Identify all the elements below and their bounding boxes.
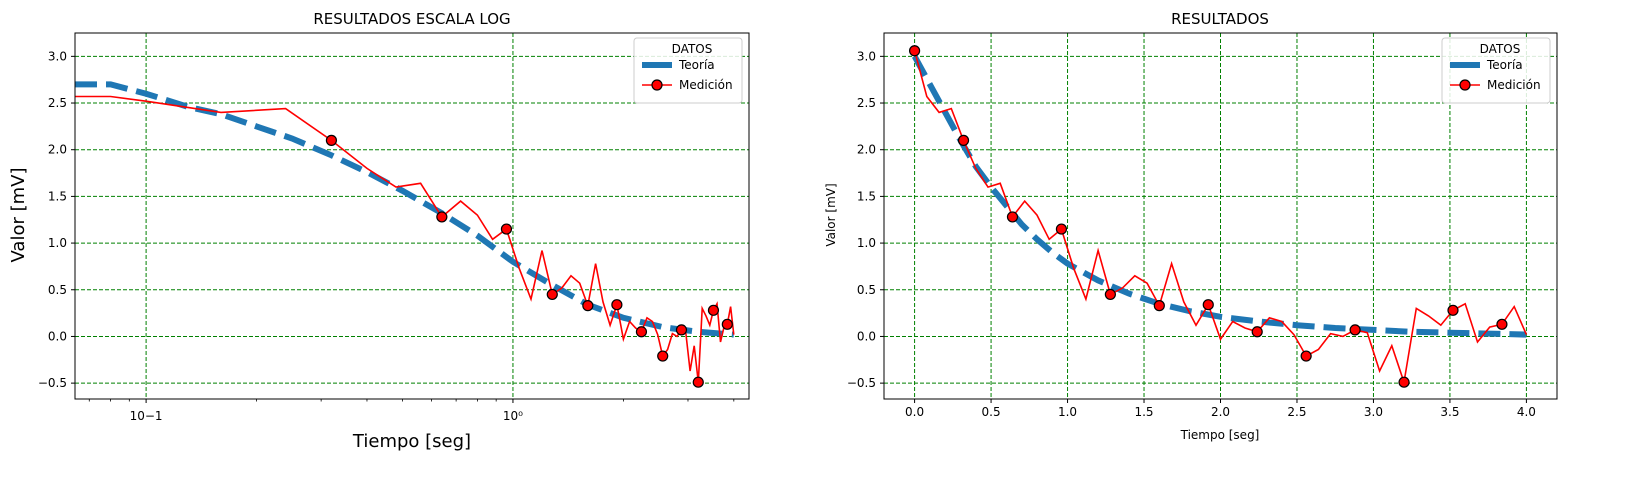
- measurement-point: [635, 326, 648, 338]
- y-tick-label: 0.5: [857, 283, 876, 297]
- measurement-point: [1251, 326, 1263, 338]
- legend: DATOS Teoría Medición: [633, 37, 743, 104]
- measurement-point: [657, 350, 669, 362]
- y-tick-label: 0.0: [48, 329, 67, 343]
- y-tick-label: 1.5: [857, 189, 876, 203]
- theory-line: [75, 81, 735, 338]
- y-tick-label: 3.0: [48, 49, 67, 63]
- measurement-point: [1104, 288, 1116, 301]
- y-tick-label: 2.5: [48, 96, 67, 110]
- x-axis-label: Tiempo [seg]: [1180, 428, 1260, 442]
- plot-area-log: 10−1 10⁰ −0.5 0.0 0.5 1.0 1.5 2.0 2.5 3.0 DATOS Teo…: [38, 32, 750, 423]
- measurement-point: [436, 211, 448, 223]
- measurement-point: [721, 318, 733, 330]
- measurement-point: [1496, 318, 1508, 330]
- y-tick-label: 1.0: [857, 236, 876, 250]
- measurement-point: [582, 300, 594, 312]
- legend-title: DATOS: [672, 42, 713, 56]
- y-axis-label: Valor [mV]: [8, 168, 29, 263]
- measurement-point: [500, 223, 513, 235]
- legend-swatch-marker: [1459, 79, 1471, 91]
- y-axis-label: Valor [mV]: [824, 183, 838, 246]
- x-tick-label: 4.0: [1517, 405, 1536, 419]
- measurement-point: [1349, 324, 1361, 336]
- theory-line: [911, 54, 1527, 338]
- plot-area-linear: 0.0 0.5 1.0 1.5 2.0 2.5 3.0 3.5 4.0 −0.5 0.0 0.5 1.0…: [847, 32, 1558, 419]
- measurement-point: [707, 304, 720, 316]
- measurement-point: [1300, 350, 1312, 362]
- measurement-point: [325, 134, 338, 146]
- y-tick-label: 2.5: [857, 96, 876, 110]
- y-tick-label: −0.5: [38, 376, 67, 390]
- y-tick-label: 2.0: [48, 143, 67, 157]
- measurement-point: [692, 376, 704, 388]
- measurement-line: [75, 95, 735, 383]
- legend-label: Teoría: [678, 58, 715, 72]
- legend-label: Medición: [1487, 78, 1541, 92]
- x-tick-label: 3.0: [1364, 405, 1383, 419]
- x-tick-label: 3.5: [1440, 405, 1459, 419]
- legend-swatch-marker: [651, 79, 663, 91]
- y-tick-label: 1.0: [48, 236, 67, 250]
- measurement-line: [913, 50, 1528, 383]
- y-tick-label: 3.0: [857, 49, 876, 63]
- legend-label: Medición: [679, 78, 733, 92]
- y-tick-label: 2.0: [857, 143, 876, 157]
- chart-title: RESULTADOS: [1171, 10, 1269, 28]
- measurement-point: [1055, 223, 1068, 235]
- x-tick-label: 0.5: [982, 405, 1001, 419]
- x-tick-label: 10−1: [130, 409, 163, 423]
- measurement-point: [1006, 211, 1019, 223]
- y-tick-label: 0.0: [857, 329, 876, 343]
- measurement-point: [546, 288, 558, 301]
- legend-label: Teoría: [1486, 58, 1523, 72]
- x-axis-label: Tiempo [seg]: [352, 431, 471, 452]
- measurement-point: [1398, 376, 1410, 388]
- x-tick-label: 2.0: [1211, 405, 1230, 419]
- x-tick-label: 1.5: [1134, 405, 1153, 419]
- x-tick-label: 10⁰: [503, 409, 523, 423]
- measurement-point: [1153, 300, 1165, 312]
- measurement-point: [1202, 299, 1214, 311]
- y-tick-label: 0.5: [48, 283, 67, 297]
- measurement-point: [908, 45, 921, 57]
- measurement-point: [1447, 304, 1459, 316]
- x-tick-label: 2.5: [1287, 405, 1306, 419]
- measurement-point: [957, 134, 970, 146]
- plot-frame: [74, 32, 750, 400]
- chart-title: RESULTADOS ESCALA LOG: [313, 10, 510, 28]
- legend: DATOS Teoría Medición: [1441, 37, 1551, 104]
- x-tick-label: 0.0: [905, 405, 924, 419]
- measurement-point: [675, 324, 688, 336]
- plot-frame: [883, 32, 1558, 400]
- legend-title: DATOS: [1480, 42, 1521, 56]
- measurement-point: [611, 299, 623, 311]
- y-tick-label: 1.5: [48, 189, 67, 203]
- x-tick-label: 1.0: [1058, 405, 1077, 419]
- y-tick-label: −0.5: [847, 376, 876, 390]
